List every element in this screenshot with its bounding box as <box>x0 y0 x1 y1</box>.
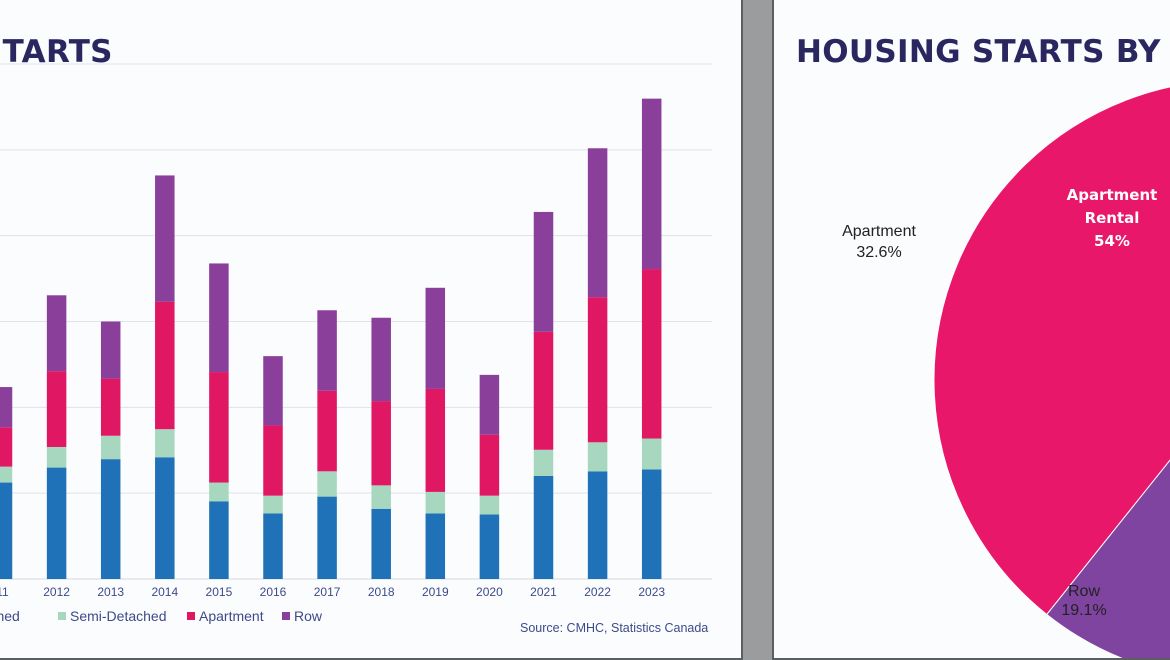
bar-etached-2020 <box>479 514 500 579</box>
bar-etached-2016 <box>263 513 283 579</box>
x-tick-label: 11 <box>0 585 9 599</box>
bar-row-2015 <box>209 263 229 373</box>
bar-row-2014 <box>155 175 175 302</box>
bar-row-2018 <box>371 317 391 402</box>
pie-value-row: 19.1% <box>1061 602 1106 619</box>
pie-label-apartment: Apartment <box>842 223 916 240</box>
x-tick-label: 2018 <box>368 585 395 599</box>
legend-label-etached: etached <box>0 608 20 624</box>
bar-semi-detached-2019 <box>425 491 446 514</box>
bar-etached-11 <box>0 482 13 579</box>
bar-etached-2015 <box>209 501 229 579</box>
bar-apartment-2014 <box>155 301 175 430</box>
pie-label-apartment-rental: Apartment <box>1067 186 1158 204</box>
x-tick-label: 2015 <box>206 585 233 599</box>
bar-row-2020 <box>479 374 500 435</box>
bar-semi-detached-2012 <box>46 446 67 468</box>
bar-semi-detached-2015 <box>209 482 229 502</box>
x-tick-label: 2022 <box>584 585 611 599</box>
pie-label-apartment-rental: 54% <box>1094 232 1130 250</box>
bar-apartment-2016 <box>263 425 283 496</box>
bar-apartment-2020 <box>479 434 500 496</box>
pie-value-apartment: 32.6% <box>856 244 901 261</box>
bar-row-2021 <box>533 211 554 332</box>
bar-row-2019 <box>425 287 446 389</box>
bar-etached-2012 <box>46 467 67 579</box>
bar-apartment-2017 <box>317 390 337 472</box>
bar-semi-detached-2020 <box>479 495 500 515</box>
bar-apartment-2021 <box>533 331 554 450</box>
bar-semi-detached-2021 <box>533 449 554 476</box>
bar-etached-2023 <box>641 469 662 579</box>
bar-apartment-2015 <box>209 372 229 483</box>
bar-apartment-2019 <box>425 388 446 492</box>
bar-apartment-2013 <box>100 378 121 436</box>
bar-etached-2014 <box>155 457 175 579</box>
legend-swatch-row <box>282 612 290 620</box>
legend-label-apartment: Apartment <box>199 608 264 624</box>
bar-apartment-2023 <box>641 269 662 439</box>
bar-semi-detached-2014 <box>155 429 175 458</box>
bar-etached-2017 <box>317 496 337 579</box>
bar-row-2017 <box>317 310 337 391</box>
x-tick-label: 2019 <box>422 585 449 599</box>
x-tick-label: 2014 <box>151 585 178 599</box>
bar-semi-detached-11 <box>0 466 13 483</box>
bar-apartment-2012 <box>46 371 67 447</box>
bar-semi-detached-2016 <box>263 495 283 514</box>
x-tick-label: 2023 <box>638 585 665 599</box>
legend-swatch-apartment <box>187 612 195 620</box>
stacked-bar-chart: 11 2012 2013 2014 2015 2016 2017 2018 2019 2020 20… <box>0 63 712 624</box>
bar-row-2022 <box>587 148 608 298</box>
x-tick-label: 2021 <box>530 585 557 599</box>
bar-semi-detached-2018 <box>371 485 391 509</box>
x-tick-label: 2013 <box>97 585 124 599</box>
pie-slice-row <box>1046 459 1170 658</box>
bar-row-2016 <box>263 356 283 426</box>
x-tick-label: 2017 <box>314 585 341 599</box>
legend-label-semi-detached: Semi-Detached <box>70 608 167 624</box>
pie-slice-apartment-rental <box>933 86 1170 616</box>
pie-label-row: Row <box>1068 583 1100 600</box>
bar-row-2013 <box>100 321 121 379</box>
bar-etached-2013 <box>100 459 121 579</box>
pie-chart-panel: HOUSING STARTS BY Apartment Rental 54% Row 1… <box>772 0 1170 660</box>
bar-etached-2021 <box>533 476 554 579</box>
bar-chart-panel: STARTS 112012201320142015201620172018201… <box>0 0 743 660</box>
bar-apartment-2022 <box>587 297 608 443</box>
source-note: Source: CMHC, Statistics Canada <box>520 621 709 635</box>
bar-row-2023 <box>641 98 662 270</box>
bar-semi-detached-2023 <box>641 438 662 470</box>
pie-label-apartment-rental: Rental <box>1085 209 1140 227</box>
bar-row-2012 <box>46 295 67 372</box>
pie-chart-title: HOUSING STARTS BY <box>796 34 1161 70</box>
x-tick-label: 2016 <box>260 585 287 599</box>
x-tick-label: 2020 <box>476 585 503 599</box>
bar-row-11 <box>0 387 13 428</box>
bar-etached-2019 <box>425 513 446 579</box>
bar-semi-detached-2017 <box>317 471 337 497</box>
legend-swatch-semi-detached <box>58 612 66 620</box>
bar-semi-detached-2022 <box>587 442 608 472</box>
bar-semi-detached-2013 <box>100 435 121 460</box>
legend-label-row: Row <box>294 608 323 624</box>
pie-chart: Apartment Rental 54% Row 19.1% Apartment 32.6% <box>842 86 1170 658</box>
x-tick-label: 2012 <box>43 585 70 599</box>
bar-apartment-2018 <box>371 401 391 486</box>
bar-apartment-11 <box>0 427 13 467</box>
bar-etached-2022 <box>587 471 608 579</box>
bar-etached-2018 <box>371 508 391 579</box>
